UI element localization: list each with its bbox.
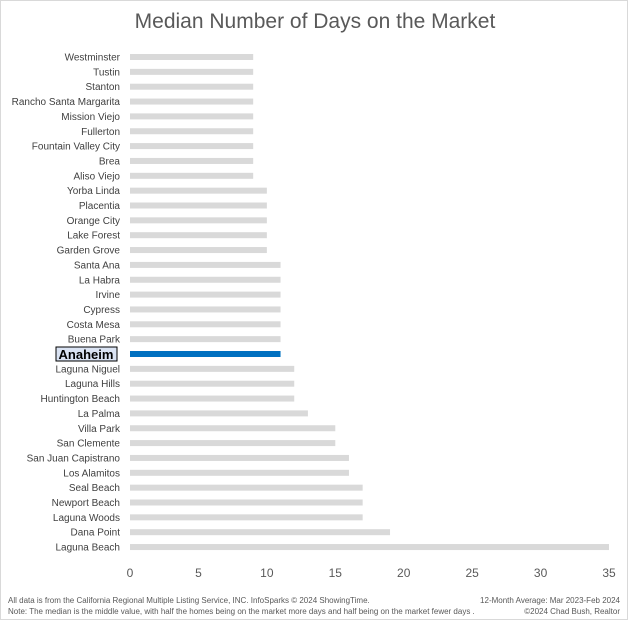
category-label: Irvine [96, 290, 121, 301]
category-label: La Palma [78, 409, 121, 420]
bar-laguna-niguel [130, 365, 295, 372]
category-label: Yorba Linda [67, 186, 120, 197]
bar-laguna-beach [130, 544, 609, 551]
category-label: Laguna Woods [53, 513, 120, 524]
bar-orange-city [130, 217, 267, 224]
bar-buena-park [130, 336, 281, 343]
bar-santa-ana [130, 261, 281, 268]
bar-san-juan-capistrano [130, 454, 349, 461]
bar-seal-beach [130, 484, 363, 491]
category-label: Anaheim [59, 347, 114, 362]
bar-san-clemente [130, 440, 336, 447]
category-label: Newport Beach [52, 498, 120, 509]
bar-rancho-santa-margarita [130, 98, 254, 105]
category-label: Santa Ana [74, 260, 121, 271]
category-label: Aliso Viejo [73, 171, 120, 182]
bar-fountain-valley-city [130, 143, 254, 150]
chart-title: Median Number of Days on the Market [134, 10, 496, 33]
category-label: Los Alamitos [63, 468, 120, 479]
category-label: Westminster [65, 53, 121, 64]
category-label: Rancho Santa Margarita [12, 97, 121, 108]
category-label: Villa Park [78, 424, 121, 435]
category-label: Huntington Beach [40, 394, 120, 405]
category-label: San Juan Capistrano [27, 453, 121, 464]
bar-brea [130, 157, 254, 164]
category-label: Dana Point [71, 528, 121, 539]
bar-mission-viejo [130, 113, 254, 120]
footer-source: All data is from the California Regional… [8, 596, 370, 605]
category-label: Costa Mesa [67, 320, 121, 331]
bar-cypress [130, 306, 281, 313]
bar-la-palma [130, 410, 308, 417]
x-tick-label: 25 [465, 566, 479, 580]
category-label: Laguna Niguel [56, 364, 121, 375]
bar-yorba-linda [130, 187, 267, 194]
bar-la-habra [130, 276, 281, 283]
bar-los-alamitos [130, 469, 349, 476]
bar-dana-point [130, 529, 391, 536]
category-label: Fountain Valley City [32, 142, 120, 153]
x-tick-label: 20 [397, 566, 411, 580]
category-label: San Clemente [57, 439, 121, 450]
category-label: Seal Beach [69, 483, 120, 494]
x-tick-label: 10 [260, 566, 274, 580]
footer-note: Note: The median is the middle value, wi… [8, 607, 475, 616]
category-label: Laguna Beach [55, 543, 120, 554]
category-label: Mission Viejo [61, 112, 120, 123]
x-tick-label: 5 [195, 566, 202, 580]
bar-huntington-beach [130, 395, 295, 402]
bar-aliso-viejo [130, 172, 254, 179]
bar-fullerton [130, 128, 254, 135]
category-label: Buena Park [68, 335, 121, 346]
highlight-label-box [55, 346, 118, 362]
x-tick-label: 30 [534, 566, 548, 580]
category-label: Fullerton [81, 127, 120, 138]
x-tick-label: 35 [602, 566, 616, 580]
category-label: Lake Forest [67, 231, 120, 242]
bar-tustin [130, 68, 254, 75]
bar-costa-mesa [130, 321, 281, 328]
bar-lake-forest [130, 232, 267, 239]
x-tick-label: 0 [127, 566, 134, 580]
bar-laguna-woods [130, 514, 363, 521]
category-label: Laguna Hills [65, 379, 120, 390]
bar-anaheim [130, 351, 281, 357]
category-label: Placentia [79, 201, 121, 212]
x-tick-label: 15 [329, 566, 343, 580]
category-label: Tustin [93, 67, 120, 78]
bar-stanton [130, 83, 254, 90]
category-label: La Habra [79, 275, 121, 286]
bar-villa-park [130, 425, 336, 432]
bar-garden-grove [130, 247, 267, 254]
bar-placentia [130, 202, 267, 209]
category-label: Cypress [83, 305, 120, 316]
category-label: Stanton [86, 82, 120, 93]
category-label: Garden Grove [57, 246, 121, 257]
bar-westminster [130, 54, 254, 60]
footer-credit: ©2024 Chad Bush, Realtor [524, 607, 620, 616]
category-label: Brea [99, 156, 121, 167]
bar-laguna-hills [130, 380, 295, 387]
bar-newport-beach [130, 499, 363, 506]
bar-irvine [130, 291, 281, 298]
category-label: Orange City [67, 216, 120, 227]
footer-period: 12-Month Average: Mar 2023-Feb 2024 [480, 596, 620, 605]
